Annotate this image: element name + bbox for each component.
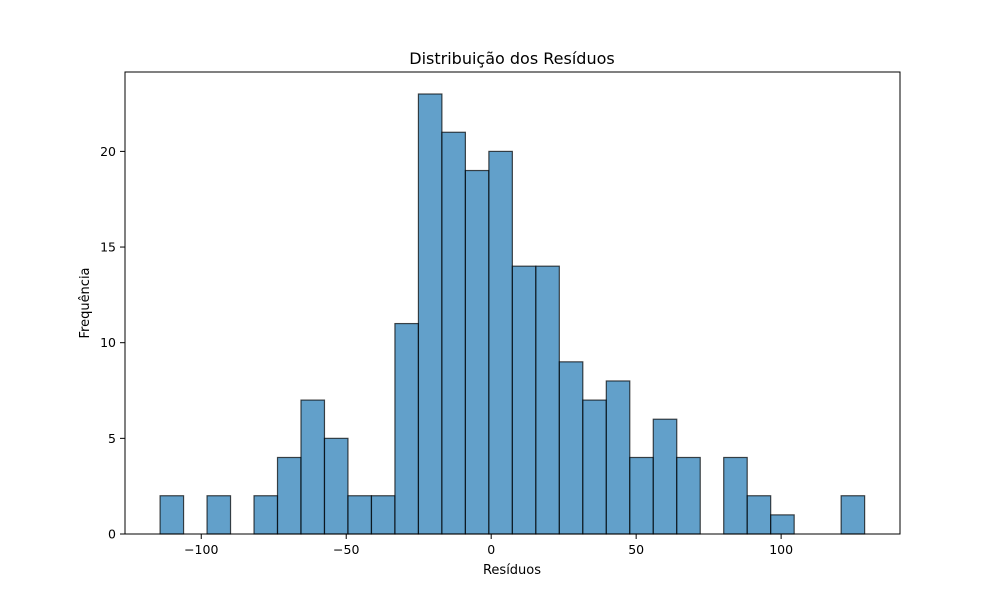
y-tick-label: 10 <box>100 335 116 350</box>
histogram-bar <box>300 399 326 535</box>
x-tick-label: 50 <box>628 542 644 557</box>
histogram-bar <box>206 495 232 535</box>
y-tick-label: 5 <box>108 431 116 446</box>
y-tick-label: 0 <box>108 527 116 542</box>
histogram-bar <box>582 399 607 535</box>
y-tick-label: 15 <box>100 240 116 255</box>
histogram-bar <box>511 265 537 535</box>
y-axis-label: Frequência <box>78 267 93 338</box>
histogram-bar <box>488 150 513 535</box>
chart-title: Distribuição dos Resíduos <box>409 49 614 68</box>
y-axis-ticks: 0 5 10 15 20 <box>100 144 125 542</box>
histogram-bar <box>159 495 185 535</box>
histogram-bar <box>558 361 584 535</box>
histogram-bar <box>370 495 396 535</box>
histogram-bar <box>535 265 560 535</box>
histogram-bar <box>464 169 490 535</box>
x-axis-ticks: −100 −50 0 50 100 <box>184 534 793 557</box>
x-tick-label: 100 <box>769 542 793 557</box>
histogram-bar <box>394 322 420 535</box>
histogram-bar <box>253 495 279 535</box>
x-tick-label: −100 <box>184 542 218 557</box>
histogram-bar <box>746 495 772 535</box>
histogram-bar <box>629 456 654 535</box>
histogram-bar <box>770 514 795 535</box>
histogram-bar <box>676 456 701 535</box>
bars-group <box>159 93 866 535</box>
histogram-bar <box>840 495 866 535</box>
histogram-bar <box>605 380 631 535</box>
x-tick-label: 0 <box>487 542 495 557</box>
plot-frame <box>124 71 901 535</box>
histogram-bar <box>652 418 678 535</box>
histogram-bar <box>323 437 349 535</box>
histogram-bar <box>417 93 443 535</box>
histogram-bar <box>723 456 748 535</box>
histogram-bar <box>276 456 302 535</box>
x-axis-label: Resíduos <box>483 563 541 578</box>
histogram-bar <box>347 495 373 535</box>
histogram-bar <box>441 131 466 535</box>
y-tick-label: 20 <box>100 144 116 159</box>
x-tick-label: −50 <box>333 542 359 557</box>
